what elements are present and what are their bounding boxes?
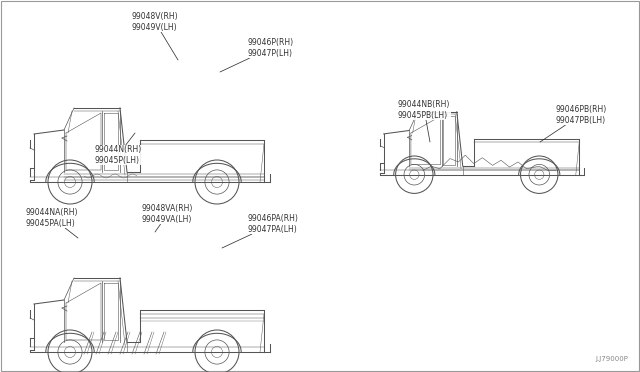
Text: 99044NA(RH)
99045PA(LH): 99044NA(RH) 99045PA(LH) — [26, 208, 79, 238]
Text: J.J79000P: J.J79000P — [595, 356, 628, 362]
Text: 99046PB(RH)
99047PB(LH): 99046PB(RH) 99047PB(LH) — [540, 105, 606, 142]
Text: 99046PA(RH)
99047PA(LH): 99046PA(RH) 99047PA(LH) — [222, 214, 299, 248]
Text: 99048V(RH)
99049V(LH): 99048V(RH) 99049V(LH) — [132, 12, 179, 60]
Text: 99048VA(RH)
99049VA(LH): 99048VA(RH) 99049VA(LH) — [142, 204, 193, 232]
Text: 99044NB(RH)
99045PB(LH): 99044NB(RH) 99045PB(LH) — [398, 100, 451, 142]
Text: 99046P(RH)
99047P(LH): 99046P(RH) 99047P(LH) — [220, 38, 294, 72]
Text: 99044N(RH)
99045P(LH): 99044N(RH) 99045P(LH) — [94, 133, 141, 165]
